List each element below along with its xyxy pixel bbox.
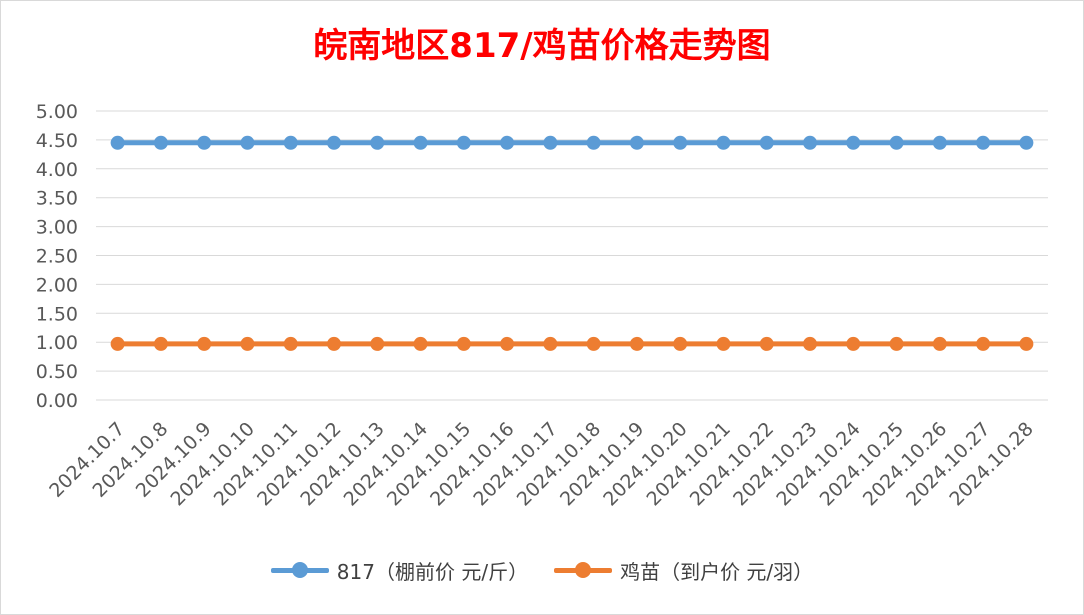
legend-marker-chick — [554, 560, 613, 580]
series-1-point — [110, 336, 125, 351]
series-1-point — [327, 336, 341, 351]
series-1-point — [716, 336, 731, 351]
series-1-point — [673, 336, 688, 351]
series-0-point — [500, 135, 515, 150]
series-0-point — [543, 135, 558, 150]
series-1-point — [803, 336, 817, 351]
series-1-point — [976, 336, 991, 351]
y-tick-label: 2.00 — [36, 274, 78, 296]
series-1-point — [889, 336, 904, 351]
series-1-point — [846, 336, 861, 351]
y-tick-label: 1.50 — [36, 303, 78, 325]
series-1-point — [586, 336, 601, 351]
series-0-point — [153, 135, 168, 150]
series-1-point — [1019, 336, 1034, 351]
legend: 817（棚前价 元/斤） 鸡苗（到户价 元/羽） — [0, 553, 1084, 587]
chart-title: 皖南地区817/鸡苗价格走势图 — [313, 26, 771, 66]
series-1-point — [500, 336, 515, 351]
series-0-point — [759, 135, 774, 150]
series-1-point — [240, 336, 255, 351]
series-0-point — [456, 135, 471, 150]
series-0-point — [110, 135, 125, 150]
series-1-point — [932, 336, 947, 351]
y-tick-label: 2.50 — [36, 246, 78, 268]
legend-label-817: 817（棚前价 元/斤） — [336, 559, 529, 584]
series-0-point — [629, 135, 644, 150]
legend-item-chick: 鸡苗（到户价 元/羽） — [554, 556, 813, 585]
series-1-point — [197, 336, 212, 351]
series-0-point — [586, 135, 601, 150]
series-1-point — [629, 336, 644, 351]
y-tick-label: 0.50 — [36, 361, 78, 383]
series-0-point — [803, 135, 817, 150]
series-0-point — [716, 135, 731, 150]
series-0-point — [283, 135, 298, 150]
y-tick-label: 4.00 — [36, 159, 78, 181]
series-0-point — [327, 135, 341, 150]
y-tick-label: 0.00 — [36, 390, 78, 412]
series-1-point — [543, 336, 558, 351]
series-0-point — [240, 135, 255, 150]
y-tick-label: 3.50 — [36, 188, 78, 210]
series-1-point — [153, 336, 168, 351]
y-tick-label: 1.00 — [36, 332, 78, 354]
legend-marker-817 — [270, 560, 329, 580]
series-0-point — [932, 135, 947, 150]
series-1-point — [759, 336, 774, 351]
series-0-point — [976, 135, 991, 150]
series-0-point — [673, 135, 688, 150]
y-tick-label: 3.00 — [36, 217, 78, 239]
series-1-point — [413, 336, 428, 351]
series-0-point — [370, 135, 385, 150]
series-0-point — [889, 135, 904, 150]
y-tick-label: 4.50 — [36, 130, 78, 152]
y-tick-label: 5.00 — [36, 101, 78, 123]
legend-label-chick: 鸡苗（到户价 元/羽） — [620, 559, 814, 584]
series-0-point — [1019, 135, 1034, 150]
series-0-point — [846, 135, 861, 150]
series-1-point — [370, 336, 385, 351]
series-1-point — [283, 336, 298, 351]
series-1-point — [456, 336, 471, 351]
series-0-point — [413, 135, 428, 150]
legend-item-817: 817（棚前价 元/斤） — [270, 556, 529, 585]
series-0-point — [197, 135, 212, 150]
